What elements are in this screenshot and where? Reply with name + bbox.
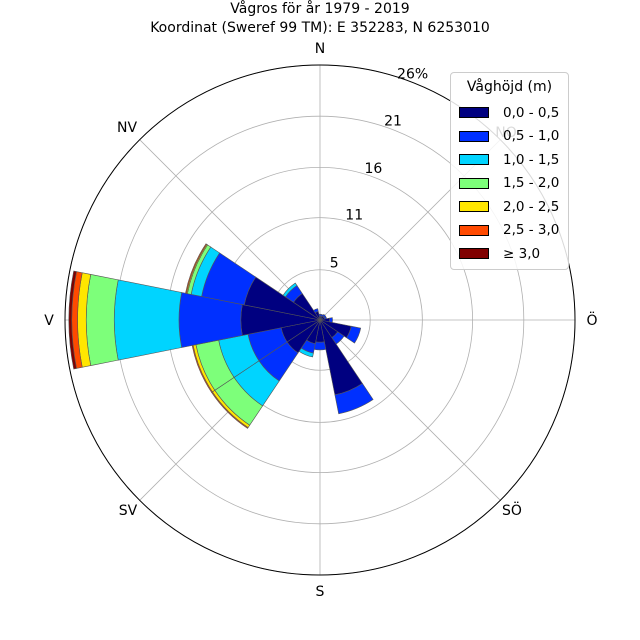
- legend-item: 0,5 - 1,0: [459, 125, 560, 149]
- legend-label: 0,5 - 1,0: [503, 128, 560, 145]
- legend-label: 1,0 - 1,5: [503, 151, 560, 168]
- legend-item: 0,0 - 0,5: [459, 101, 560, 125]
- rose-bar-segment: [85, 274, 119, 366]
- legend-title: Våghöjd (m): [466, 79, 553, 95]
- rose-bar-segment: [68, 270, 77, 370]
- chart-subtitle: Koordinat (Sweref 99 TM): E 352283, N 62…: [150, 20, 490, 36]
- legend-item: ≥ 3,0: [459, 242, 560, 266]
- direction-label: SV: [119, 503, 138, 519]
- radial-tick-label: 11: [345, 207, 363, 223]
- direction-label: NV: [117, 120, 137, 136]
- radial-tick-label: 26%: [397, 66, 428, 82]
- labels-layer: NNOÖSÖSSVVNV511162126%: [44, 41, 597, 600]
- legend-swatch: [459, 154, 489, 166]
- legend-item: 2,5 - 3,0: [459, 219, 560, 243]
- legend-swatch: [459, 224, 489, 236]
- direction-label: SÖ: [502, 501, 522, 519]
- grid-spoke: [319, 319, 501, 501]
- legend-label: 2,5 - 3,0: [503, 222, 560, 239]
- rose-bar-segment: [346, 325, 362, 344]
- radial-tick-label: 5: [330, 256, 339, 272]
- legend-label: 2,0 - 2,5: [503, 198, 560, 215]
- rose-bar-segment: [282, 282, 298, 298]
- legend-item: 1,5 - 2,0: [459, 172, 560, 196]
- rose-bar-segment: [185, 243, 208, 294]
- legend-items: 0,0 - 0,5 0,5 - 1,0 1,0 - 1,5 1,5 - 2,0 2,0 …: [459, 101, 560, 266]
- legend-swatch: [459, 201, 489, 213]
- legend-label: 1,5 - 2,0: [503, 175, 560, 192]
- direction-label: V: [44, 313, 54, 329]
- legend: Våghöjd (m) 0,0 - 0,5 0,5 - 1,0 1,0 - 1,5 1…: [450, 72, 569, 270]
- direction-label: S: [316, 584, 325, 600]
- outer-ring: [64, 64, 576, 576]
- rose-bar-segment: [114, 279, 183, 361]
- legend-item: 1,0 - 1,5: [459, 148, 560, 172]
- legend-swatch: [459, 248, 489, 260]
- legend-label: 0,0 - 0,5: [503, 104, 560, 121]
- direction-label: N: [315, 41, 325, 57]
- rose-bar-segment: [334, 383, 374, 415]
- direction-label: Ö: [586, 311, 597, 329]
- chart-title: Vågros för år 1979 - 2019: [230, 1, 410, 17]
- legend-label: ≥ 3,0: [503, 245, 541, 262]
- legend-swatch: [459, 130, 489, 142]
- radial-tick-label: 16: [364, 161, 382, 177]
- bars-layer: [68, 243, 374, 429]
- legend-swatch: [459, 177, 489, 189]
- legend-swatch: [459, 107, 489, 119]
- rose-bar-segment: [313, 308, 319, 314]
- rose-bar-segment: [313, 341, 327, 351]
- legend-item: 2,0 - 2,5: [459, 195, 560, 219]
- radial-tick-label: 21: [384, 114, 402, 130]
